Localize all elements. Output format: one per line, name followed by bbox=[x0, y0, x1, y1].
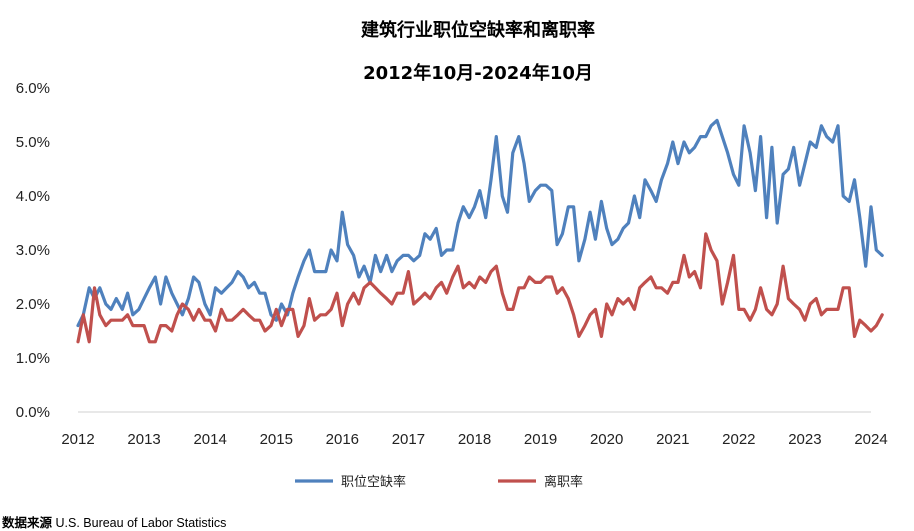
y-tick-label: 2.0% bbox=[16, 296, 50, 313]
x-tick-label: 2017 bbox=[392, 431, 425, 448]
y-tick-label: 6.0% bbox=[16, 80, 50, 97]
legend-label: 职位空缺率 bbox=[341, 474, 406, 490]
legend-label: 离职率 bbox=[544, 474, 583, 490]
x-tick-label: 2013 bbox=[127, 431, 160, 448]
x-tick-label: 2016 bbox=[326, 431, 359, 448]
legend: 职位空缺率 离职率 bbox=[295, 474, 583, 490]
y-tick-label: 5.0% bbox=[16, 134, 50, 151]
x-tick-label: 2022 bbox=[722, 431, 755, 448]
y-tick-label: 4.0% bbox=[16, 188, 50, 205]
job-openings-rate-line bbox=[76, 118, 884, 328]
x-axis-ticks: 2012 2013 2014 2015 2016 2017 2018 2019 2020 2021… bbox=[61, 431, 887, 448]
x-tick-label: 2018 bbox=[458, 431, 491, 448]
y-tick-label: 0.0% bbox=[16, 404, 50, 421]
x-tick-label: 2019 bbox=[524, 431, 557, 448]
x-tick-label: 2012 bbox=[61, 431, 94, 448]
x-tick-label: 2020 bbox=[590, 431, 623, 448]
x-tick-label: 2014 bbox=[193, 431, 226, 448]
legend-item: 离职率 bbox=[498, 474, 583, 490]
quits-rate-line bbox=[76, 232, 884, 344]
x-tick-label: 2021 bbox=[656, 431, 689, 448]
y-tick-label: 3.0% bbox=[16, 242, 50, 259]
y-axis-ticks: 0.0% 1.0% 2.0% 3.0% 4.0% 5.0% 6.0% bbox=[16, 80, 50, 421]
source-text: U.S. Bureau of Labor Statistics bbox=[55, 516, 227, 530]
x-tick-label: 2015 bbox=[260, 431, 293, 448]
series-layer bbox=[76, 118, 884, 344]
x-tick-label: 2023 bbox=[788, 431, 821, 448]
source-note: 数据来源 U.S. Bureau of Labor Statistics bbox=[2, 512, 226, 531]
source-label: 数据来源 bbox=[2, 515, 53, 530]
x-tick-label: 2024 bbox=[854, 431, 887, 448]
legend-item: 职位空缺率 bbox=[295, 474, 406, 490]
chart-subtitle: 2012年10月-2024年10月 bbox=[363, 62, 593, 84]
y-tick-label: 1.0% bbox=[16, 350, 50, 367]
chart-title: 建筑行业职位空缺率和离职率 bbox=[361, 19, 595, 41]
